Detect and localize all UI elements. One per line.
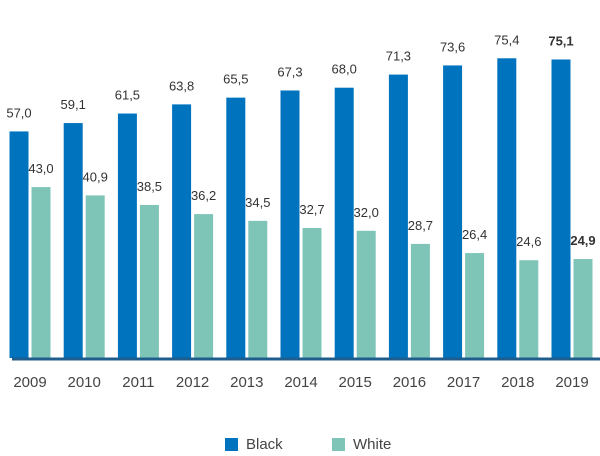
data-label-white-2009: 43,0 <box>28 161 53 176</box>
bar-white-2015 <box>356 230 376 358</box>
x-tick-label-2010: 2010 <box>68 374 101 391</box>
x-tick-label-2016: 2016 <box>393 374 426 391</box>
legend-item-white: White <box>332 436 391 453</box>
bar-chart: 57,0 43,0 2009 59,1 40,9 2010 61,5 38,5 2011 63,8… <box>6 32 600 391</box>
data-label-white-2019: 24,9 <box>570 233 595 248</box>
data-label-black-2018: 75,4 <box>494 32 519 47</box>
legend-item-black: Black <box>225 436 283 453</box>
x-tick-label-2015: 2015 <box>339 374 372 391</box>
x-tick-label-2013: 2013 <box>230 374 263 391</box>
data-label-black-2014: 67,3 <box>277 64 302 79</box>
data-label-black-2017: 73,6 <box>440 39 465 54</box>
data-label-white-2017: 26,4 <box>462 227 487 242</box>
bar-white-2011 <box>139 204 159 358</box>
bar-white-2016 <box>410 243 430 358</box>
bar-black-2012 <box>172 104 192 359</box>
bar-black-2010 <box>63 123 83 358</box>
data-label-black-2019: 75,1 <box>548 33 573 48</box>
x-tick-label-2014: 2014 <box>284 374 317 391</box>
bar-white-2018 <box>519 260 539 358</box>
bar-white-2014 <box>302 228 322 358</box>
legend-label-black: Black <box>246 436 283 453</box>
data-label-white-2011: 38,5 <box>137 179 162 194</box>
bar-black-2018 <box>497 58 517 358</box>
data-label-black-2012: 63,8 <box>169 78 194 93</box>
bar-white-2013 <box>248 220 268 358</box>
bar-black-2019 <box>551 59 571 358</box>
bar-black-2016 <box>388 74 408 359</box>
bar-white-2009 <box>31 187 51 358</box>
data-label-white-2016: 28,7 <box>408 218 433 233</box>
x-tick-label-2012: 2012 <box>176 374 209 391</box>
data-label-black-2016: 71,3 <box>386 49 411 64</box>
data-label-white-2013: 34,5 <box>245 195 270 210</box>
data-label-white-2014: 32,7 <box>299 202 324 217</box>
x-tick-label-2018: 2018 <box>501 374 534 391</box>
bar-black-2017 <box>443 65 463 358</box>
bar-black-2014 <box>280 90 300 359</box>
data-label-white-2015: 32,0 <box>354 205 379 220</box>
bar-white-2019 <box>573 259 593 358</box>
legend-swatch-white <box>332 438 345 451</box>
bar-black-2009 <box>9 131 29 358</box>
data-label-white-2018: 24,6 <box>516 234 541 249</box>
data-label-black-2011: 61,5 <box>115 88 140 103</box>
data-label-white-2012: 36,2 <box>191 188 216 203</box>
bar-black-2011 <box>117 113 137 358</box>
x-tick-label-2009: 2009 <box>13 374 46 391</box>
legend: Black White <box>0 436 600 456</box>
bar-black-2015 <box>334 87 354 358</box>
x-tick-label-2019: 2019 <box>555 374 588 391</box>
data-label-black-2015: 68,0 <box>332 62 357 77</box>
legend-swatch-black <box>225 438 238 451</box>
bar-black-2013 <box>226 97 246 358</box>
bar-white-2012 <box>194 214 214 358</box>
data-label-black-2009: 57,0 <box>6 105 31 120</box>
bar-white-2010 <box>85 195 105 358</box>
x-tick-label-2011: 2011 <box>122 374 154 391</box>
data-label-black-2013: 65,5 <box>223 72 248 87</box>
data-label-white-2010: 40,9 <box>83 169 108 184</box>
legend-label-white: White <box>353 436 392 453</box>
x-tick-label-2017: 2017 <box>447 374 480 391</box>
bar-white-2017 <box>465 253 485 358</box>
data-label-black-2010: 59,1 <box>61 97 86 112</box>
